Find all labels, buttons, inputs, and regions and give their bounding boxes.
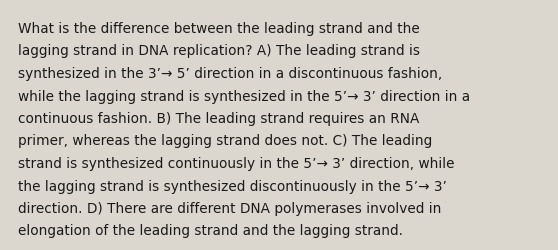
Text: What is the difference between the leading strand and the: What is the difference between the leadi… [18,22,420,36]
Text: synthesized in the 3’→ 5’ direction in a discontinuous fashion,: synthesized in the 3’→ 5’ direction in a… [18,67,442,81]
Text: direction. D) There are different DNA polymerases involved in: direction. D) There are different DNA po… [18,201,441,215]
Text: continuous fashion. B) The leading strand requires an RNA: continuous fashion. B) The leading stran… [18,112,420,126]
Text: lagging strand in DNA replication? A) The leading strand is: lagging strand in DNA replication? A) Th… [18,44,420,58]
Text: primer, whereas the lagging strand does not. C) The leading: primer, whereas the lagging strand does … [18,134,432,148]
Text: strand is synthesized continuously in the 5’→ 3’ direction, while: strand is synthesized continuously in th… [18,156,455,170]
Text: while the lagging strand is synthesized in the 5’→ 3’ direction in a: while the lagging strand is synthesized … [18,89,470,103]
Text: elongation of the leading strand and the lagging strand.: elongation of the leading strand and the… [18,224,403,237]
Text: the lagging strand is synthesized discontinuously in the 5’→ 3’: the lagging strand is synthesized discon… [18,179,447,193]
